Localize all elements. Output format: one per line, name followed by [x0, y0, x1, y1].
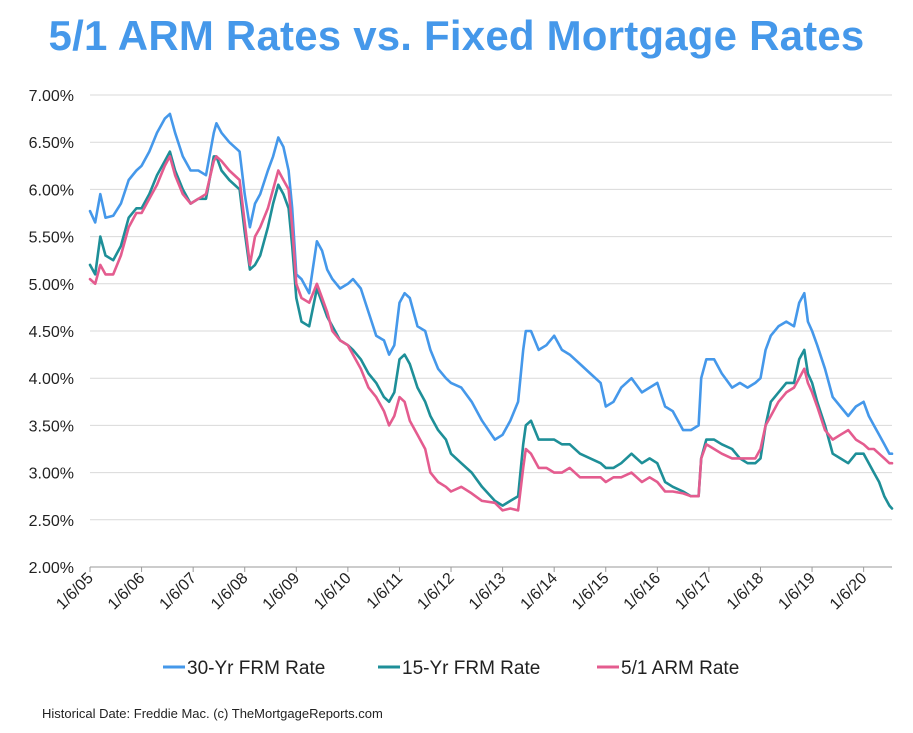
x-axis: 1/6/05 1/6/06 1/6/07 1/6/08 1/6/09 1/6/10 1/6/…: [53, 567, 871, 614]
x-tick-label: 1/6/16: [621, 570, 665, 614]
x-tick-label: 1/6/20: [827, 570, 871, 614]
y-tick-label: 4.50%: [29, 324, 74, 341]
y-tick-label: 7.00%: [29, 88, 74, 105]
x-tick-label: 1/6/17: [672, 570, 716, 614]
y-tick-label: 6.00%: [29, 182, 74, 199]
y-tick-label: 5.00%: [29, 277, 74, 294]
y-tick-label: 2.50%: [29, 513, 74, 530]
series-line-1: [88, 150, 894, 510]
y-tick-label: 3.00%: [29, 466, 74, 483]
x-tick-label: 1/6/11: [364, 570, 407, 613]
x-tick-label: 1/6/06: [105, 570, 149, 614]
grid-lines: [90, 94, 892, 568]
x-tick-label: 1/6/08: [208, 570, 252, 614]
x-tick-label: 1/6/14: [518, 570, 562, 614]
y-axis: 7.00% 6.50% 6.00% 5.50% 5.00% 4.50% 4.00% 3.50%…: [29, 88, 74, 577]
chart-title: 5/1 ARM Rates vs. Fixed Mortgage Rates: [48, 12, 865, 59]
x-tick-label: 1/6/09: [260, 570, 304, 614]
y-tick-label: 4.00%: [29, 371, 74, 388]
x-tick-label: 1/6/12: [414, 570, 458, 614]
series-line-2: [88, 155, 894, 512]
y-tick-label: 5.50%: [29, 230, 74, 247]
source-note: Historical Date: Freddie Mac. (c) TheMor…: [42, 706, 383, 721]
x-tick-label: 1/6/15: [569, 570, 613, 614]
legend-label: 5/1 ARM Rate: [621, 658, 739, 679]
x-tick-label: 1/6/13: [466, 570, 510, 614]
x-tick-label: 1/6/19: [775, 570, 819, 614]
series-lines: [88, 112, 894, 512]
y-tick-label: 6.50%: [29, 135, 74, 152]
x-tick-label: 1/6/10: [311, 570, 355, 614]
legend-label: 15-Yr FRM Rate: [402, 658, 540, 679]
y-tick-label: 3.50%: [29, 418, 74, 435]
legend-label: 30-Yr FRM Rate: [187, 658, 325, 679]
y-tick-label: 2.00%: [29, 560, 74, 577]
x-tick-label: 1/6/07: [157, 570, 201, 614]
legend: 30-Yr FRM Rate 15-Yr FRM Rate 5/1 ARM Rate: [163, 658, 739, 679]
series-line-0: [88, 112, 894, 455]
x-tick-label: 1/6/18: [724, 570, 768, 614]
